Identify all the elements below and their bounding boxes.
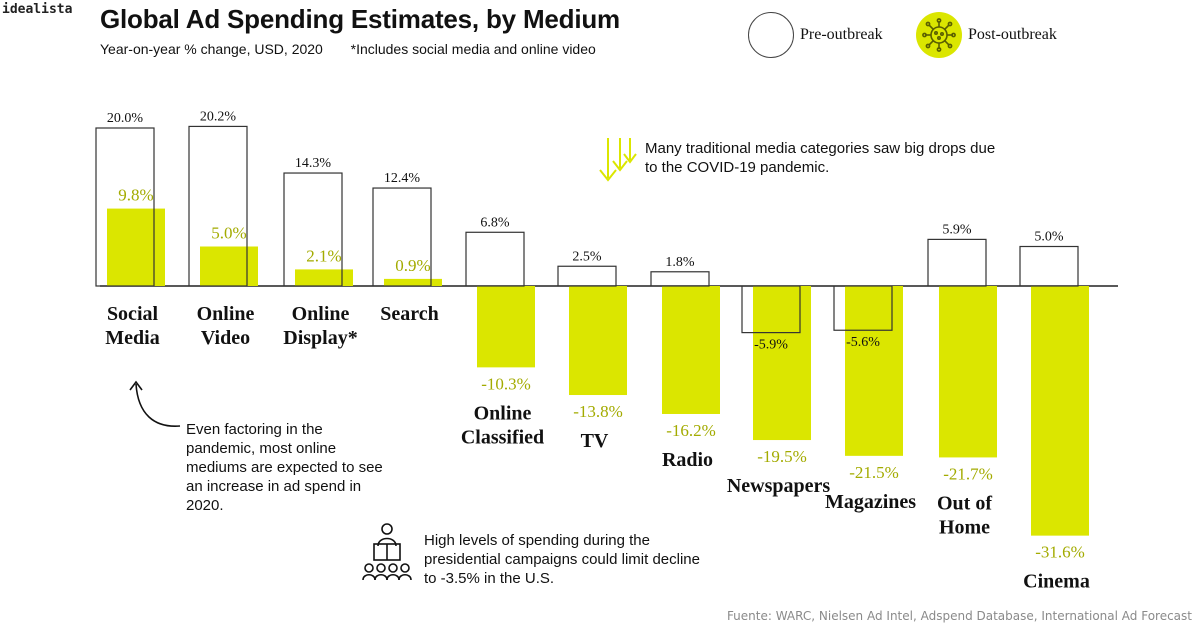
- data-label-pre: 2.5%: [572, 249, 602, 264]
- data-label-pre: -5.9%: [754, 338, 788, 353]
- category-label: Video: [201, 327, 250, 349]
- data-label-pre: 5.0%: [1034, 230, 1064, 245]
- category-label: Cinema: [1023, 571, 1090, 593]
- legend-pre-label: Pre-outbreak: [800, 26, 883, 43]
- chart-subtitle-row: Year-on-year % change, USD, 2020 *Includ…: [100, 41, 596, 57]
- category-label: Online: [292, 303, 350, 325]
- category-label: Display*: [283, 327, 357, 349]
- data-label-pre: 14.3%: [295, 156, 332, 171]
- bar-post-outbreak: [107, 208, 165, 286]
- category-label: Magazines: [825, 491, 916, 513]
- data-label-post: -10.3%: [481, 374, 531, 393]
- category-label: Home: [939, 516, 990, 538]
- bar-pre-outbreak: [741, 285, 801, 334]
- annotation-campaign: High levels of spending during the presi…: [424, 532, 700, 587]
- chart-footnote: *Includes social media and online video: [350, 41, 596, 57]
- bar-post-outbreak: [845, 286, 903, 456]
- bar-post-outbreak: [569, 286, 627, 396]
- brand-logo: idealista: [2, 2, 73, 17]
- data-label-pre: 1.8%: [665, 255, 695, 270]
- data-label-post: -21.5%: [849, 463, 899, 482]
- category-label: Online: [474, 402, 532, 424]
- bar-post-outbreak: [1031, 286, 1089, 536]
- bar-pre-outbreak: [927, 238, 987, 287]
- bar-pre-outbreak: [1019, 245, 1079, 287]
- bar-pre-outbreak: [650, 271, 710, 287]
- data-label-post: 2.1%: [306, 246, 341, 265]
- data-label-pre: 20.2%: [200, 109, 237, 124]
- data-label-post: -21.7%: [943, 464, 993, 483]
- bar-post-outbreak: [753, 286, 811, 441]
- category-label: Media: [105, 327, 159, 349]
- legend-post-swatch: [916, 12, 962, 58]
- category-label: TV: [581, 430, 609, 452]
- virus-icon: [922, 18, 956, 52]
- category-label: Search: [380, 303, 439, 325]
- podium-icon: [362, 523, 412, 581]
- bar-post-outbreak: [477, 286, 535, 368]
- category-label: Social: [107, 303, 159, 325]
- data-label-pre: 6.8%: [480, 215, 510, 230]
- bar-post-outbreak: [384, 278, 442, 286]
- category-label: Classified: [461, 426, 544, 448]
- bar-pre-outbreak: [465, 231, 525, 287]
- legend-pre-swatch: [748, 12, 794, 58]
- data-label-post: -13.8%: [573, 402, 623, 421]
- bar-post-outbreak: [939, 286, 997, 458]
- bar-pre-outbreak: [283, 172, 343, 287]
- bar-post-outbreak: [662, 286, 720, 414]
- category-label: Out of: [937, 492, 992, 514]
- legend-pre-outbreak: Pre-outbreak: [748, 12, 883, 58]
- data-label-post: -16.2%: [666, 421, 716, 440]
- data-label-pre: 5.9%: [942, 222, 972, 237]
- curved-arrow-icon: [129, 380, 181, 427]
- data-label-pre: -5.6%: [846, 335, 880, 350]
- chart-subtitle: Year-on-year % change, USD, 2020: [100, 41, 323, 57]
- category-label: Newspapers: [727, 475, 831, 497]
- bar-pre-outbreak: [95, 127, 155, 287]
- annotation-online: Even factoring in the pandemic, most onl…: [186, 421, 383, 514]
- data-label-pre: 20.0%: [107, 111, 144, 126]
- source-note: Fuente: WARC, Nielsen Ad Intel, Adspend …: [726, 609, 1192, 623]
- category-label: Radio: [662, 449, 713, 471]
- data-label-pre: 12.4%: [384, 171, 421, 186]
- data-label-post: 5.0%: [211, 224, 246, 243]
- chart-title: Global Ad Spending Estimates, by Medium: [100, 4, 620, 34]
- legend-post-outbreak: Post-outbreak: [916, 12, 1057, 58]
- bar-pre-outbreak: [833, 285, 893, 331]
- category-label: Online: [197, 303, 255, 325]
- annotation-traditional: Many traditional media categories saw bi…: [645, 140, 996, 176]
- data-label-post: -31.6%: [1035, 543, 1085, 562]
- bar-post-outbreak: [200, 246, 258, 286]
- bar-post-outbreak: [295, 269, 353, 286]
- bar-pre-outbreak: [188, 125, 248, 287]
- data-label-post: 9.8%: [118, 186, 153, 205]
- down-arrows-icon: [599, 138, 637, 182]
- bar-pre-outbreak: [372, 187, 432, 287]
- legend-post-label: Post-outbreak: [968, 26, 1057, 43]
- data-label-post: 0.9%: [395, 256, 430, 275]
- bar-pre-outbreak: [557, 265, 617, 287]
- data-label-post: -19.5%: [757, 447, 807, 466]
